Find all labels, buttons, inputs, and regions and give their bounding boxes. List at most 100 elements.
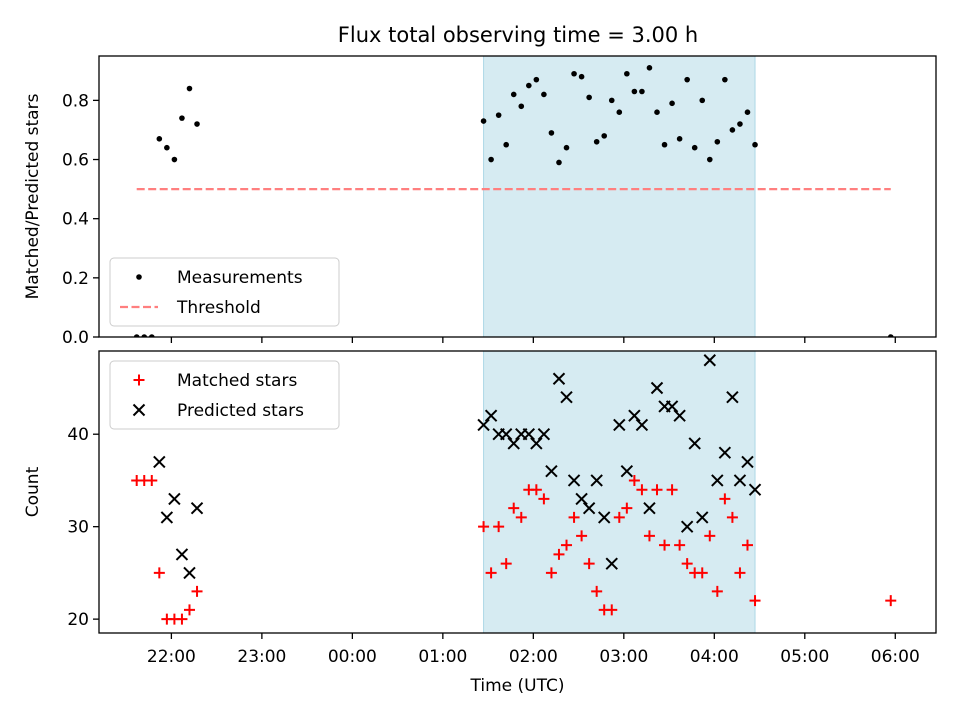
predicted-stars-point xyxy=(605,557,618,570)
y-tick-label: 30 xyxy=(67,518,89,538)
matched-stars-point xyxy=(643,530,655,542)
matched-stars-point xyxy=(538,493,550,505)
measurement-point xyxy=(699,97,706,104)
matched-stars-point xyxy=(621,502,633,514)
matched-stars-point xyxy=(478,521,490,533)
predicted-stars-point xyxy=(703,354,716,367)
matched-stars-point xyxy=(659,539,671,551)
legend-box xyxy=(109,360,340,430)
measurement-point xyxy=(141,334,148,337)
legend-handle-predicted xyxy=(132,403,146,417)
measurement-point xyxy=(133,334,140,337)
matched-stars-point xyxy=(545,567,557,579)
predicted-stars-point xyxy=(673,409,686,422)
predicted-stars-point xyxy=(499,428,513,441)
measurement-point xyxy=(646,65,653,71)
bottom-panel: 20 30 40 22:00 23:00 00:00 01:00 02:00 03:00 04:0… xyxy=(23,350,937,696)
predicted-stars-point xyxy=(628,409,641,422)
matched-stars-point xyxy=(719,493,731,505)
measurement-point xyxy=(722,76,728,83)
matched-stars-point xyxy=(153,567,165,579)
predicted-stars-point xyxy=(748,483,762,496)
predicted-stars-point xyxy=(733,474,747,487)
matched-stars-point xyxy=(553,548,565,560)
measurement-point xyxy=(706,156,713,163)
measurement-point xyxy=(503,141,509,148)
legend-box xyxy=(109,257,340,327)
matched-stars-point xyxy=(568,511,580,523)
measurement-point xyxy=(601,133,608,139)
matched-stars-point xyxy=(176,613,188,625)
legend-label: Threshold xyxy=(176,298,261,318)
legend-handle-matched xyxy=(133,374,145,386)
legend: Measurements Threshold xyxy=(109,257,340,327)
measurement-point xyxy=(495,112,502,118)
predicted-stars-point xyxy=(168,492,181,506)
matched-stars-point xyxy=(613,511,625,523)
measurement-point xyxy=(533,76,540,83)
measurement-point xyxy=(563,144,570,151)
measurement-point xyxy=(654,109,660,115)
measurement-point xyxy=(737,121,743,127)
axes-frame xyxy=(98,55,937,338)
predicted-stars-point xyxy=(477,418,490,432)
matched-stars-point xyxy=(515,511,527,523)
predicted-stars-point xyxy=(741,455,754,469)
predicted-stars-point xyxy=(522,428,536,441)
matched-stars-point xyxy=(696,567,708,579)
measurement-point xyxy=(164,144,170,151)
predicted-stars-point xyxy=(160,511,174,524)
measurement-point xyxy=(661,141,668,148)
y-tick-label: 40 xyxy=(67,425,89,445)
measurement-point xyxy=(518,103,525,110)
x-tick-label: 05:00 xyxy=(780,647,829,667)
predicted-stars-point xyxy=(718,446,732,459)
measurement-point xyxy=(526,82,532,89)
x-tick-label: 01:00 xyxy=(418,647,467,667)
measurement-point xyxy=(684,76,690,83)
legend-label: Predicted stars xyxy=(177,401,304,421)
top-panel: 0.0 0.2 0.4 0.6 0.8 Matched/Predicted stars Me… xyxy=(23,55,937,348)
measurement-point xyxy=(179,115,185,121)
legend-label: Matched stars xyxy=(177,371,297,391)
legend-handle-measurements xyxy=(136,274,142,280)
x-tick-label: 06:00 xyxy=(871,647,920,667)
predicted-stars-point xyxy=(665,400,679,413)
measurement-point xyxy=(676,136,683,142)
matched-stars-point xyxy=(191,585,203,597)
measurement-point xyxy=(729,127,736,133)
predicted-stars-point xyxy=(696,511,709,524)
matched-stars-point xyxy=(485,567,497,579)
predicted-stars-point xyxy=(545,464,558,478)
matched-stars-point xyxy=(591,585,603,597)
legend-label: Measurements xyxy=(177,268,303,288)
predicted-stars-point xyxy=(552,372,566,385)
y-tick-label: 0.6 xyxy=(62,151,89,171)
measurement-point xyxy=(148,334,155,337)
matched-stars-point xyxy=(508,502,520,514)
predicted-stars-point xyxy=(567,474,581,487)
measurement-point xyxy=(510,91,517,98)
y-tick-label: 0.0 xyxy=(62,328,89,348)
x-tick-label: 00:00 xyxy=(328,647,377,667)
matched-stars-point xyxy=(704,530,716,542)
measurement-point xyxy=(488,156,494,163)
x-tick-label: 22:00 xyxy=(147,647,196,667)
y-axis-label: Count xyxy=(23,466,43,517)
predicted-stars-point xyxy=(635,418,649,432)
measurement-point xyxy=(631,88,638,95)
predicted-stars-point xyxy=(613,418,626,432)
predicted-stars-point xyxy=(175,548,189,561)
predicted-stars-point xyxy=(484,409,498,422)
matched-stars-point xyxy=(885,595,897,607)
matched-stars-point xyxy=(561,539,573,551)
measurement-point xyxy=(752,141,758,148)
matched-stars-point xyxy=(666,484,678,496)
predicted-stars-point xyxy=(575,492,588,506)
x-tick-label: 03:00 xyxy=(599,647,648,667)
predicted-stars-point xyxy=(620,464,634,478)
predicted-stars-point xyxy=(590,474,603,487)
y-tick-label: 0.2 xyxy=(62,269,89,289)
series-predicted-stars xyxy=(153,354,762,580)
